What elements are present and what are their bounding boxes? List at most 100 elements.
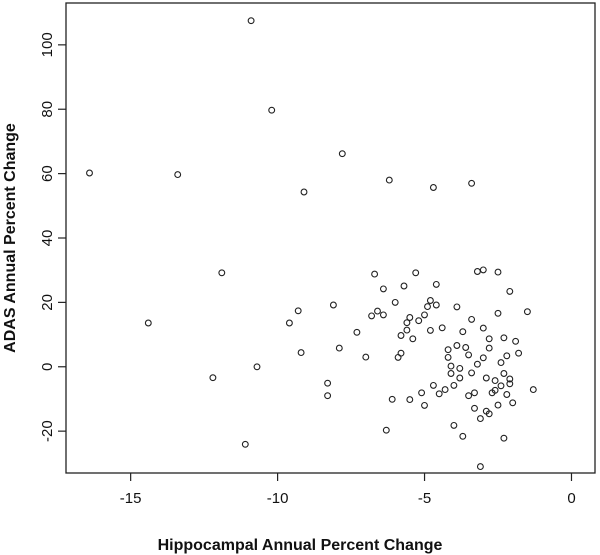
- data-point: [374, 307, 381, 315]
- data-point: [503, 352, 511, 360]
- data-point: [424, 303, 431, 311]
- data-point: [253, 363, 261, 371]
- data-point: [506, 287, 514, 295]
- y-tick-label: 20: [39, 294, 56, 311]
- data-point: [382, 426, 390, 434]
- data-point: [453, 303, 461, 311]
- data-point: [409, 335, 417, 343]
- y-tick-label: 60: [39, 165, 56, 182]
- data-point: [529, 386, 537, 394]
- data-point: [471, 389, 478, 397]
- data-point: [426, 297, 434, 304]
- data-point: [329, 301, 337, 309]
- data-point: [512, 337, 520, 345]
- data-point: [432, 280, 440, 288]
- data-point: [397, 349, 405, 357]
- data-point: [500, 334, 508, 342]
- y-tick-label: 80: [39, 101, 56, 118]
- data-point: [388, 395, 396, 403]
- data-point: [421, 401, 428, 409]
- data-point: [471, 404, 478, 412]
- data-points: [86, 17, 537, 471]
- data-point: [468, 179, 476, 187]
- data-point: [450, 381, 458, 389]
- data-point: [459, 432, 467, 440]
- data-point: [503, 391, 511, 398]
- data-point: [473, 360, 481, 368]
- data-point: [494, 268, 502, 276]
- data-point: [473, 268, 481, 275]
- data-point: [506, 380, 514, 388]
- data-point: [385, 176, 393, 184]
- data-point: [459, 328, 467, 336]
- data-point: [491, 377, 499, 385]
- data-point: [338, 150, 346, 158]
- y-tick-label: 0: [39, 363, 56, 371]
- data-point: [174, 171, 182, 179]
- data-point: [444, 346, 452, 354]
- x-axis-title: Hippocampal Annual Percent Change: [158, 537, 443, 554]
- data-point: [479, 354, 487, 362]
- y-axis-title: ADAS Annual Percent Change: [2, 123, 19, 353]
- data-point: [485, 335, 493, 343]
- data-point: [362, 353, 370, 361]
- data-point: [218, 269, 226, 277]
- y-tick-label: 100: [39, 32, 56, 57]
- data-point: [476, 463, 484, 471]
- data-point: [450, 421, 458, 429]
- data-point: [523, 308, 531, 316]
- x-tick-label: 0: [567, 490, 575, 507]
- data-point: [465, 351, 473, 359]
- data-point: [415, 317, 423, 325]
- data-point: [494, 401, 502, 409]
- data-point: [400, 282, 408, 290]
- x-axis: -15 -10 -5 0: [120, 473, 576, 507]
- data-point: [485, 410, 493, 418]
- data-point: [241, 440, 249, 448]
- data-point: [515, 349, 523, 357]
- y-axis: -20 0 20 40 60 80 100: [39, 32, 66, 442]
- data-point: [406, 396, 414, 404]
- data-point: [438, 324, 446, 332]
- data-point: [371, 270, 379, 278]
- data-point: [479, 324, 487, 332]
- data-point: [456, 374, 464, 382]
- y-tick-label: 40: [39, 230, 56, 247]
- data-point: [509, 399, 517, 407]
- data-point: [485, 344, 493, 352]
- data-point: [453, 342, 461, 349]
- data-point: [209, 374, 217, 382]
- data-point: [506, 375, 514, 383]
- data-point: [462, 344, 470, 351]
- data-point: [268, 106, 276, 114]
- data-point: [494, 309, 502, 317]
- data-point: [379, 285, 387, 293]
- data-point: [468, 369, 476, 377]
- data-point: [456, 364, 464, 372]
- data-point: [429, 184, 437, 191]
- data-point: [397, 332, 405, 339]
- data-point: [421, 311, 428, 319]
- data-point: [406, 314, 414, 321]
- data-point: [441, 386, 449, 394]
- data-point: [479, 266, 487, 274]
- data-point: [429, 381, 437, 389]
- data-point: [300, 188, 308, 196]
- data-point: [444, 353, 452, 361]
- data-point: [435, 390, 443, 398]
- data-point: [497, 382, 505, 390]
- data-point: [476, 415, 484, 423]
- data-point: [368, 312, 376, 320]
- data-point: [403, 319, 411, 327]
- data-point: [432, 301, 440, 309]
- data-point: [500, 434, 508, 442]
- data-point: [324, 379, 332, 387]
- data-point: [497, 359, 505, 367]
- data-point: [247, 17, 255, 25]
- data-point: [391, 298, 399, 306]
- x-tick-label: -15: [120, 490, 142, 507]
- data-point: [500, 370, 508, 377]
- data-point: [294, 307, 302, 315]
- data-point: [297, 349, 305, 357]
